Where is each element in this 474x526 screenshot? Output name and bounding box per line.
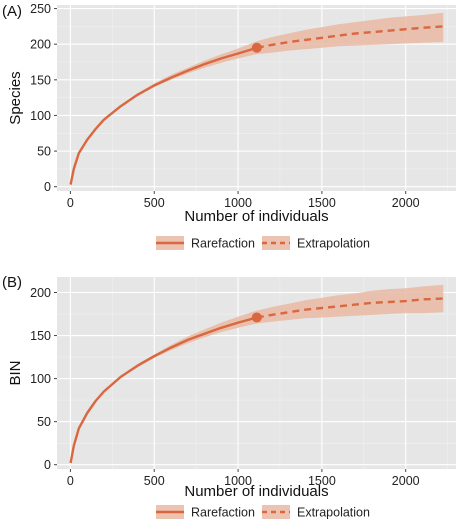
extrapolation-line — [256, 25, 444, 49]
y-tick-label: 50 — [37, 415, 51, 429]
x-tick-label: 1000 — [224, 196, 252, 210]
x-tick-label: 500 — [144, 196, 165, 210]
observed-sample-point — [251, 312, 262, 323]
legend: Rarefaction Extrapolation — [156, 236, 370, 251]
y-axis-title: Species — [7, 71, 24, 124]
observed-sample-point — [251, 42, 262, 53]
rarefaction-line — [69, 46, 258, 185]
x-tick-label: 1500 — [308, 196, 336, 210]
x-axis-title: Number of individuals — [184, 208, 328, 225]
legend-label: Rarefaction — [191, 506, 255, 520]
extrapolation-line — [256, 297, 444, 319]
y-tick-label: 150 — [30, 329, 51, 343]
rarefaction-confidence-band — [70, 310, 257, 463]
x-tick-label: 1500 — [308, 474, 336, 488]
y-tick-label: 0 — [44, 180, 51, 194]
y-tick-label: 250 — [30, 2, 51, 16]
rarefaction-line — [69, 316, 258, 464]
panel-label: (A) — [2, 3, 22, 20]
x-tick-label: 0 — [67, 196, 74, 210]
y-tick-label: 0 — [44, 458, 51, 472]
y-tick-label: 200 — [30, 38, 51, 52]
legend-label: Rarefaction — [191, 237, 255, 251]
x-tick-label: 0 — [67, 474, 74, 488]
y-tick-label: 200 — [30, 286, 51, 300]
y-tick-label: 50 — [37, 145, 51, 159]
x-axis-title: Number of individuals — [184, 483, 328, 500]
panel-label: (B) — [2, 274, 22, 291]
y-axis-title: BIN — [7, 360, 24, 385]
extrapolation-confidence-band — [256, 284, 444, 324]
x-tick-label: 2000 — [392, 474, 420, 488]
legend-label: Extrapolation — [297, 506, 370, 520]
legend: Rarefaction Extrapolation — [156, 505, 370, 520]
chart-panel-b: 0 500 1000 1500 2000 0 50 100 150 200 Number of in… — [2, 274, 456, 520]
x-tick-label: 2000 — [392, 196, 420, 210]
y-tick-label: 100 — [30, 109, 51, 123]
legend-label: Extrapolation — [297, 237, 370, 251]
y-tick-label: 100 — [30, 372, 51, 386]
x-tick-label: 500 — [144, 474, 165, 488]
x-tick-label: 1000 — [224, 474, 252, 488]
extrapolation-confidence-band — [256, 12, 444, 55]
rarefaction-confidence-band — [70, 41, 257, 185]
chart-panel-a: 0 500 1000 1500 2000 0 50 100 150 200 250 Number of… — [2, 2, 456, 251]
y-tick-label: 150 — [30, 73, 51, 87]
